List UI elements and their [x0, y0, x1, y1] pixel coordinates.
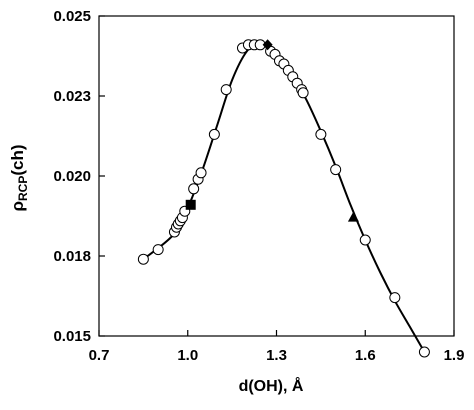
data-point-circle — [208, 128, 220, 140]
data-point-triangle — [347, 211, 359, 222]
x-tick-label: 0.7 — [89, 347, 110, 364]
y-axis-label-sub: RCP — [16, 176, 30, 201]
data-point-diamond — [262, 39, 273, 51]
y-axis-label-tail: (ch) — [8, 144, 27, 175]
data-point-circle — [297, 87, 309, 99]
data-point-square — [185, 199, 196, 210]
data-point-circle — [359, 234, 371, 246]
x-tick-label: 1.3 — [266, 347, 287, 364]
y-tick-label: 0.018 — [53, 248, 91, 265]
x-tick-label: 1.9 — [444, 347, 465, 364]
y-tick-label: 0.023 — [53, 88, 91, 105]
data-point-circle — [152, 244, 164, 256]
data-point-circle — [389, 292, 401, 304]
fit-line — [142, 43, 426, 353]
x-axis-label: d(OH), Å — [239, 376, 304, 395]
data-point-circle — [418, 346, 430, 358]
x-axis: 0.7 1.0 1.3 1.6 1.9 — [89, 330, 465, 364]
data-points-layer — [137, 39, 430, 358]
x-tick-label: 1.6 — [355, 347, 376, 364]
y-axis: 0.015 0.018 0.020 0.023 0.025 — [53, 8, 105, 345]
data-point-circle — [220, 84, 232, 96]
data-point-circle — [330, 164, 342, 176]
y-axis-label-main: ρ — [8, 201, 27, 212]
data-point-circle — [188, 183, 200, 195]
y-tick-label: 0.015 — [53, 328, 91, 345]
data-point-circle — [137, 253, 149, 265]
data-point-circle — [195, 167, 207, 179]
y-axis-label: ρRCP(ch) — [8, 144, 30, 211]
data-point-circle — [315, 128, 327, 140]
x-tick-label: 1.0 — [177, 347, 198, 364]
y-tick-label: 0.020 — [53, 168, 91, 185]
y-tick-label: 0.025 — [53, 8, 91, 25]
fit-line-layer — [142, 43, 426, 353]
